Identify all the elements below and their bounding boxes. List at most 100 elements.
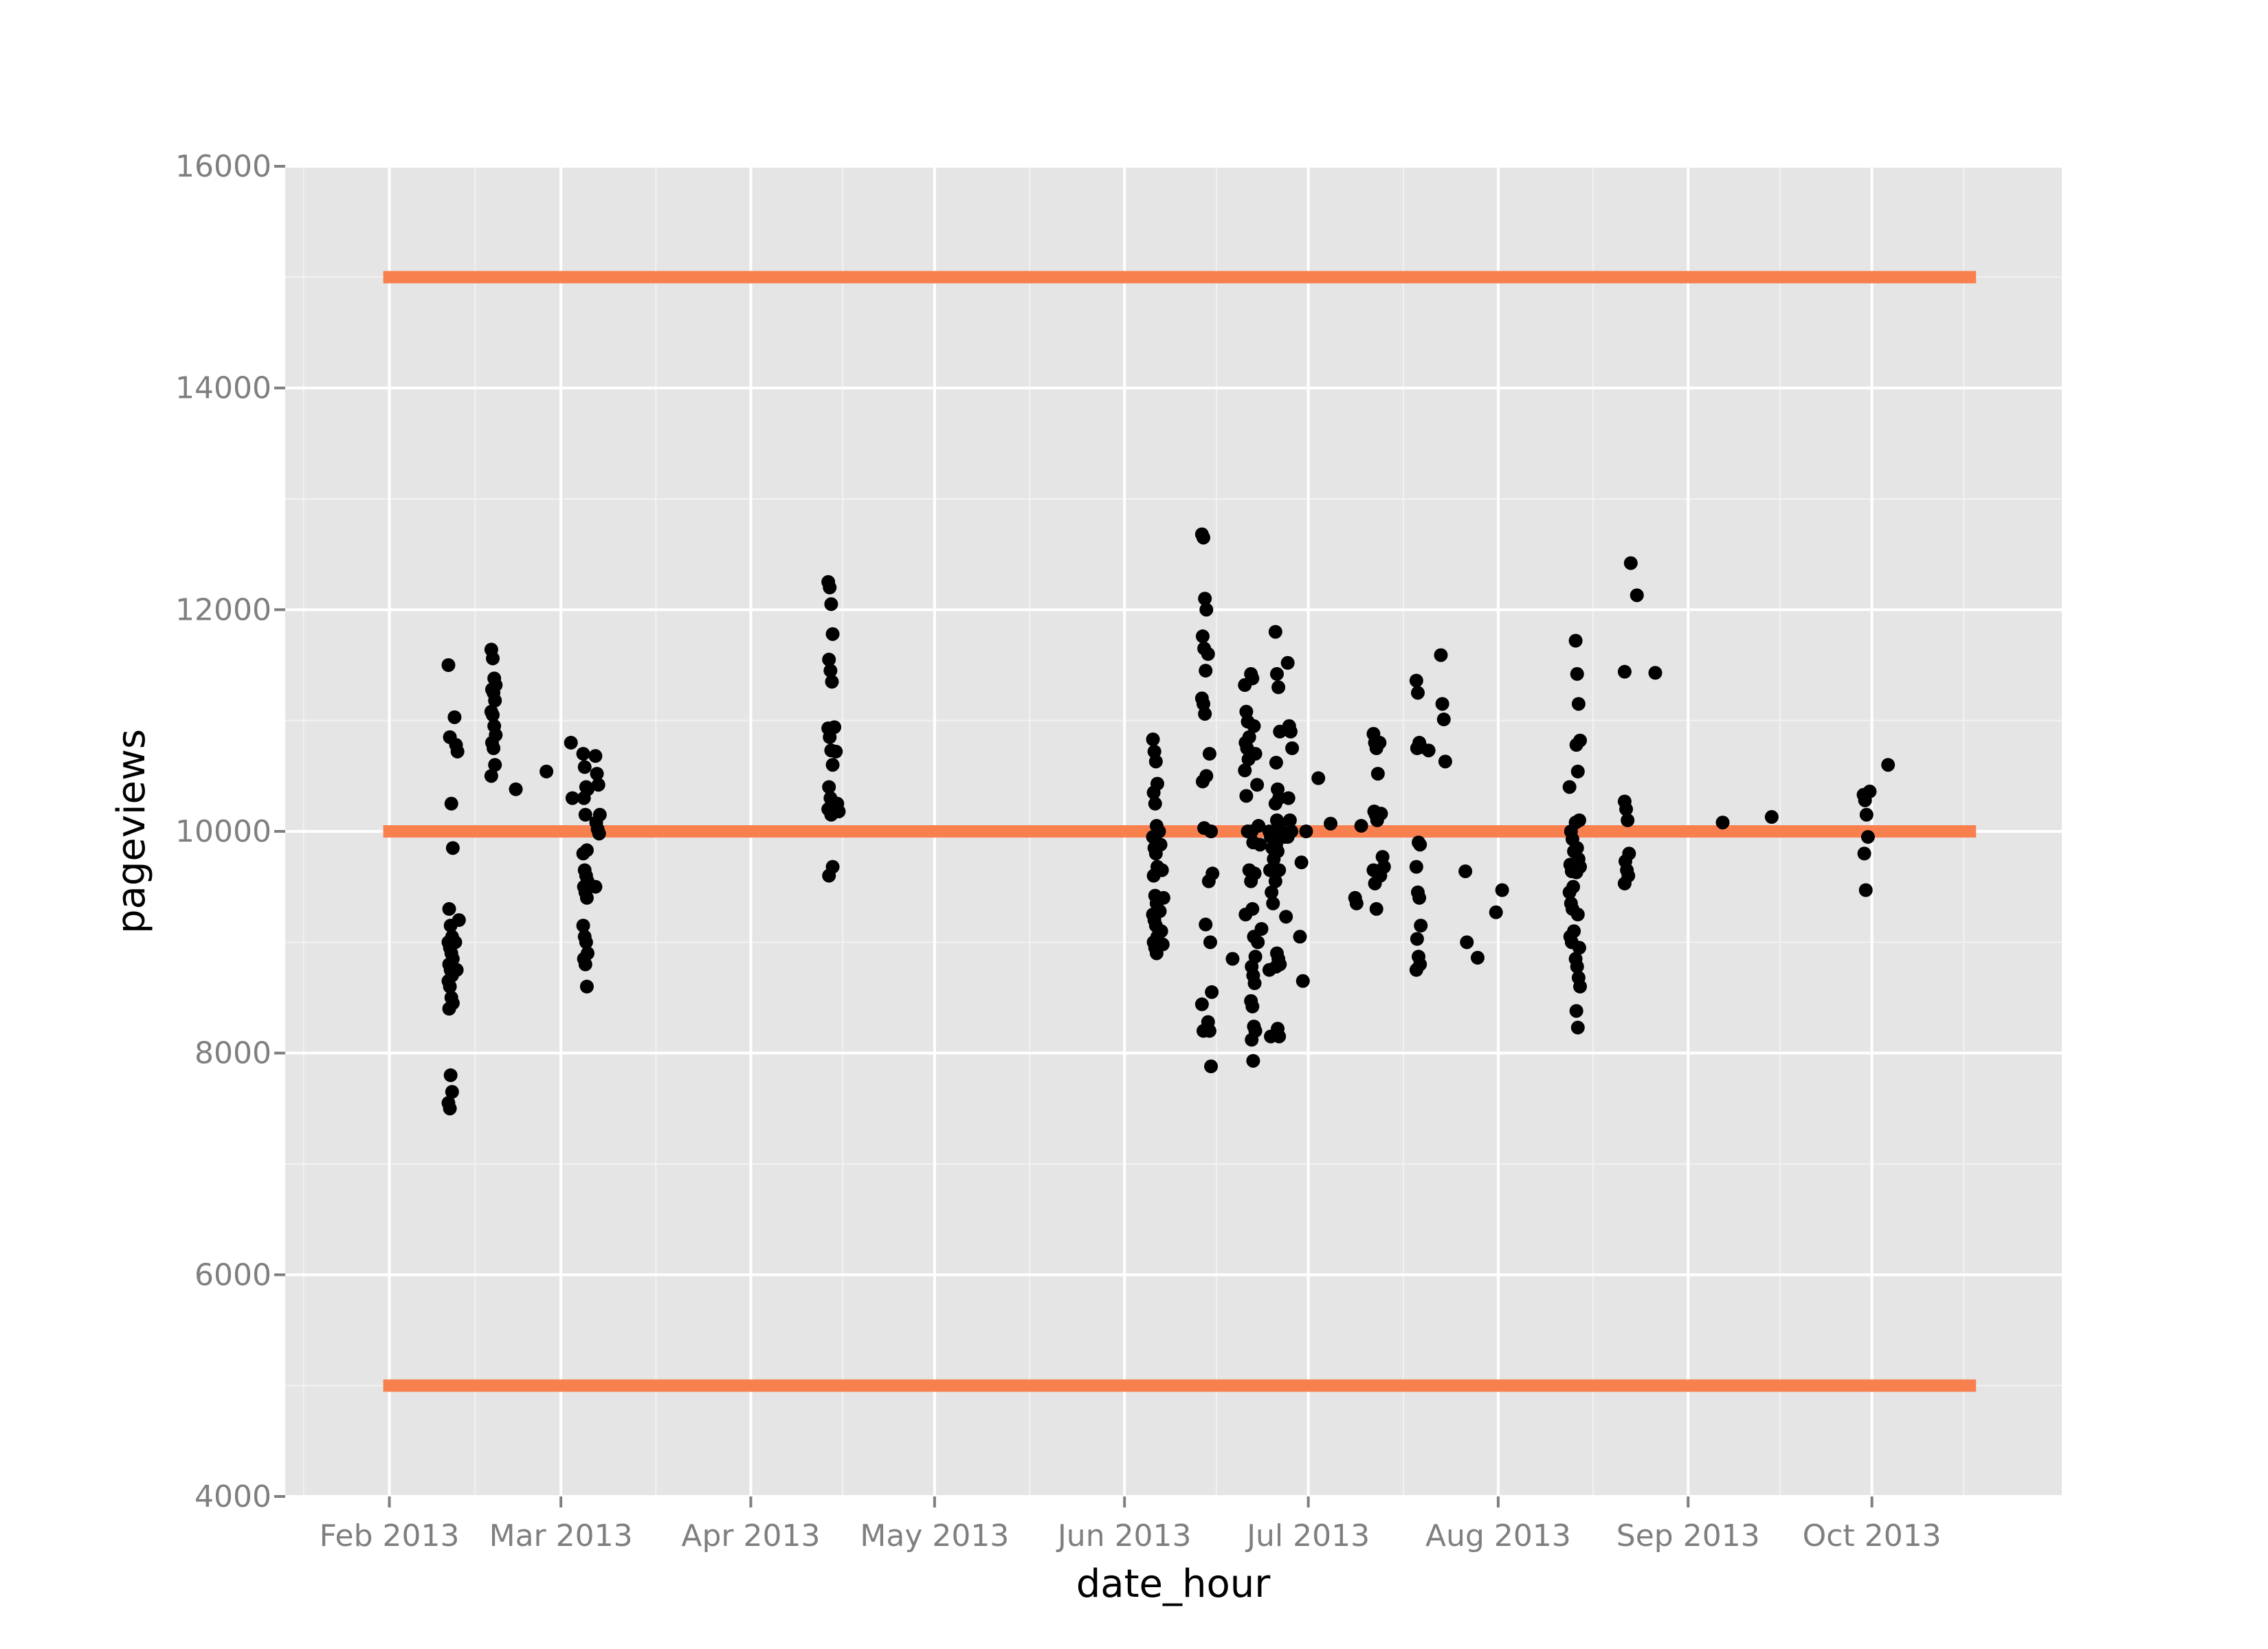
data-point [1205,985,1219,999]
data-point [1247,976,1262,991]
data-point [1648,666,1663,680]
data-point [1282,813,1297,827]
data-point [588,879,603,894]
data-point [1155,863,1169,877]
data-point [1570,764,1585,778]
data-point [578,807,592,822]
data-point [1154,924,1168,939]
data-point [1495,883,1509,897]
data-point [1863,784,1877,798]
data-point [1269,755,1283,770]
reference-lines [383,271,1977,1392]
data-point [1153,904,1167,919]
data-point [1460,935,1474,950]
y-tick-label: 10000 [175,814,271,849]
data-point [1630,588,1644,603]
data-point [577,760,592,774]
data-point [825,627,840,641]
y-tick-label: 12000 [175,592,271,627]
data-point [576,919,590,933]
data-point [448,935,463,950]
data-point [1268,625,1282,639]
data-point [540,764,554,778]
data-point [1225,952,1240,966]
x-tick-label: Sep 2013 [1616,1518,1760,1553]
data-point [823,581,837,595]
x-tick-label: Jul 2013 [1245,1518,1370,1553]
data-point [1414,919,1428,933]
data-point [1265,885,1279,899]
data-point [1573,979,1588,994]
data-point [444,796,458,811]
data-point [1156,890,1170,905]
x-tick-label: Aug 2013 [1425,1518,1571,1553]
data-point [1296,974,1310,988]
data-point [1279,910,1293,924]
data-point [1458,864,1473,879]
data-point [1195,629,1210,644]
data-point [590,767,604,781]
data-point [1569,1004,1583,1018]
data-point [1436,713,1451,727]
data-point [1372,735,1387,750]
data-point [1413,838,1427,852]
data-point [450,744,465,759]
data-point [452,913,466,928]
data-point [1253,838,1267,852]
data-point [1410,932,1424,946]
data-point [1245,901,1260,916]
data-point [565,791,579,805]
data-point [1203,935,1217,950]
data-point [1489,905,1503,919]
data-point [1148,796,1162,811]
data-point [1293,930,1307,944]
data-point [1271,680,1286,695]
data-point [1299,824,1313,838]
data-point [1201,647,1215,661]
data-point [1570,841,1584,855]
data-point [1435,697,1449,711]
data-point [1272,863,1287,877]
data-point [1199,664,1213,678]
data-point [1409,963,1423,977]
data-point [824,597,838,612]
x-tick-label: May 2013 [860,1518,1009,1553]
data-point [1247,719,1261,733]
data-point [1434,648,1448,662]
data-point [1369,901,1383,916]
data-point [1562,780,1577,794]
data-point [1199,603,1214,617]
data-point [1280,655,1295,670]
data-point [1570,666,1584,681]
data-point [1470,950,1485,965]
data-point [1562,885,1577,899]
data-point [1859,807,1874,822]
data-point [443,979,457,994]
data-point [576,747,590,761]
data-point [1570,959,1584,974]
data-point [1285,741,1300,755]
data-point [1148,754,1163,769]
data-point [1764,810,1779,824]
data-point [1250,778,1265,792]
data-point [443,1101,457,1116]
data-point [1269,959,1283,974]
data-point [1571,697,1586,711]
data-point [1239,789,1254,803]
data-point [449,963,464,977]
data-point [441,658,456,672]
data-point [1373,868,1388,883]
x-axis: Feb 2013 Mar 2013 Apr 2013 May 2013 Jun 2013… [320,1496,1942,1553]
data-point [1204,1059,1219,1074]
data-point [1568,816,1583,830]
data-point [822,652,836,666]
data-point [1198,592,1212,606]
data-point [1324,816,1338,831]
data-point [1245,1033,1259,1047]
data-point [1370,767,1385,781]
data-point [1311,771,1326,785]
data-point [1570,908,1585,921]
data-point [1354,818,1368,833]
data-point [1410,741,1424,755]
